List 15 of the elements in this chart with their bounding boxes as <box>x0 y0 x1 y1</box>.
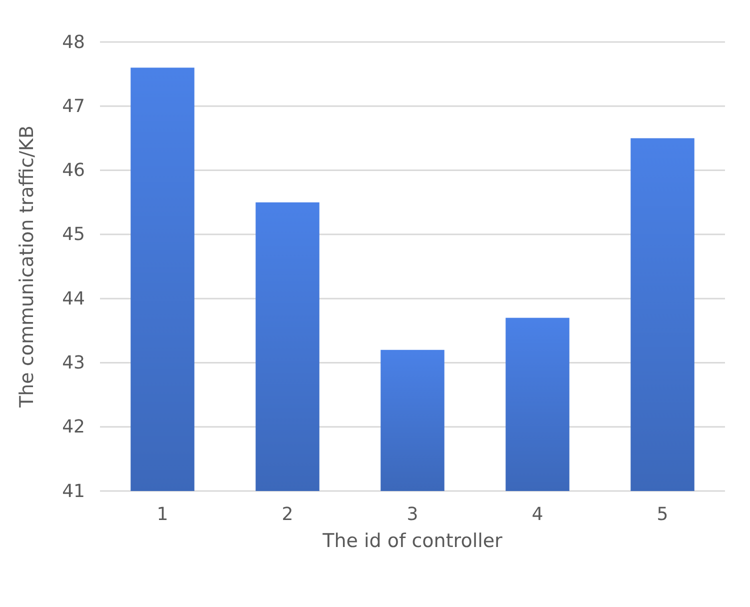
y-tick-label: 45 <box>62 224 85 246</box>
y-tick-label: 48 <box>62 32 85 53</box>
y-tick-label: 44 <box>62 288 85 310</box>
x-tick-label: 3 <box>406 504 418 525</box>
y-tick-label: 41 <box>62 480 85 502</box>
x-tick-label: 4 <box>532 504 544 525</box>
y-tick-label: 47 <box>62 96 85 117</box>
y-tick-label: 43 <box>62 352 85 374</box>
x-tick-label: 1 <box>156 504 168 525</box>
y-tick-label: 42 <box>62 416 85 438</box>
x-axis-title: The id of controller <box>322 530 503 552</box>
y-tick-label: 46 <box>62 160 85 182</box>
x-tick-label: 5 <box>656 504 668 525</box>
x-tick-label: 2 <box>282 504 294 525</box>
y-axis-title: The communication traffic/KB <box>16 126 38 408</box>
